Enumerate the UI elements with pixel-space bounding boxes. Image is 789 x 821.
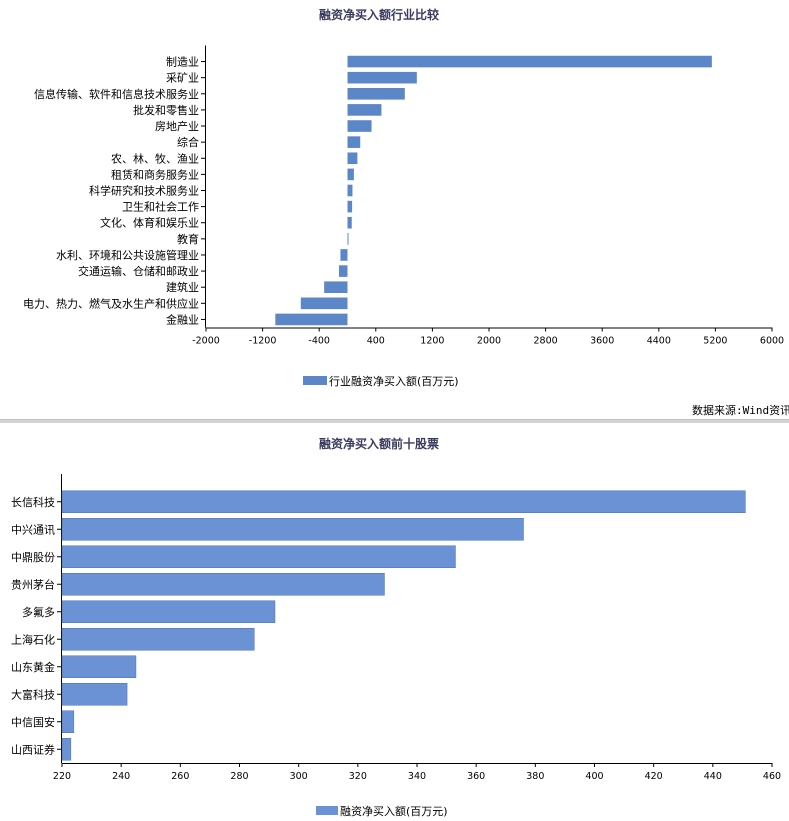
chart1-category-label: 综合 — [177, 135, 199, 149]
chart2-category-label: 大富科技 — [11, 687, 55, 701]
chart2-x-tick-label: 360 — [467, 771, 485, 782]
chart1-bar — [347, 120, 372, 132]
chart1-category-label: 教育 — [177, 232, 199, 246]
chart1-bar — [347, 200, 353, 213]
chart1-bar — [347, 168, 354, 181]
chart2-category-label: 山东黄金 — [11, 660, 55, 674]
chart2-bar — [61, 573, 385, 596]
chart1-x-tick-label: 2800 — [534, 336, 558, 347]
chart1-x-tick-label: 3600 — [590, 336, 614, 347]
chart2-category-label: 中鼎股份 — [11, 551, 55, 564]
chart1-category-label: 租赁和商务服务业 — [111, 167, 199, 181]
chart2-category-label: 贵州茅台 — [11, 577, 55, 591]
chart2-x-tick-label: 260 — [171, 771, 189, 782]
chart1-category-label: 信息传输、软件和信息技术服务业 — [34, 87, 199, 101]
chart1-category-label: 批发和零售业 — [133, 103, 199, 117]
chart1-bar — [340, 249, 348, 261]
chart1-title: 融资净买入额行业比较 — [319, 7, 439, 22]
chart-divider — [0, 419, 789, 423]
chart2-bar — [61, 490, 746, 513]
chart1-x-tick-label: -2000 — [192, 336, 220, 347]
chart2-bar — [61, 518, 524, 541]
chart1-category-label: 水利、环境和公共设施管理业 — [56, 248, 199, 262]
chart2-category-label: 中兴通讯 — [11, 523, 55, 536]
chart2-category-label: 中信国安 — [11, 715, 55, 729]
chart1-legend-label: 行业融资净买入额(百万元) — [329, 374, 459, 388]
chart2-bar — [61, 545, 456, 568]
chart2-bar — [61, 738, 72, 761]
chart1-x-tick-label: 5200 — [703, 336, 727, 347]
chart1-bar — [347, 87, 405, 100]
chart2-x-tick-label: 320 — [349, 771, 367, 782]
top-stocks-chart: 融资净买入额前十股票 220 240 260 280 300 320 340 360 380 40… — [11, 436, 781, 818]
chart2-legend: 融资净买入额(百万元) — [316, 804, 448, 818]
chart1-legend-swatch — [303, 376, 327, 385]
chart1-bar — [339, 265, 348, 277]
chart1-category-label: 农、林、牧、渔业 — [111, 151, 199, 165]
chart2-bar — [61, 600, 276, 623]
chart1-category-label: 科学研究和技术服务业 — [89, 184, 199, 198]
chart1-bar — [347, 71, 417, 84]
chart2-bar — [61, 655, 137, 678]
chart2-x-tick-label: 400 — [585, 771, 603, 782]
chart1-x-tick-label: 2000 — [477, 336, 501, 347]
chart1-category-label: 制造业 — [166, 55, 199, 69]
chart2-legend-label: 融资净买入额(百万元) — [340, 804, 448, 818]
chart1-x-tick-label: -400 — [308, 336, 330, 347]
chart1-bar — [275, 313, 348, 326]
chart1-x-tick-label: -1200 — [249, 336, 277, 347]
chart2-category-label: 山西证券 — [11, 742, 55, 756]
chart1-bar — [347, 136, 361, 148]
chart2-legend-swatch — [316, 806, 338, 815]
chart2-category-label: 长信科技 — [11, 495, 55, 509]
chart2-bar — [61, 710, 75, 733]
chart2-x-tick-label: 280 — [230, 771, 248, 782]
industry-chart: 融资净买入额行业比较 -2000 -1200 -400 400 1200 2000 2800… — [23, 7, 789, 417]
chart1-category-label: 采矿业 — [166, 72, 199, 85]
chart1-category-label: 卫生和社会工作 — [122, 200, 199, 214]
chart1-category-label: 文化、体育和娱乐业 — [100, 216, 199, 230]
chart1-legend: 行业融资净买入额(百万元) — [303, 374, 459, 388]
chart2-plot-area: 220 240 260 280 300 320 340 360 380 400 420 440 460 长… — [11, 474, 781, 782]
chart2-x-tick-label: 440 — [704, 771, 722, 782]
chart2-x-tick-label: 460 — [763, 771, 781, 782]
chart2-x-tick-label: 220 — [53, 771, 71, 782]
chart2-x-tick-label: 420 — [645, 771, 663, 782]
chart2-title: 融资净买入额前十股票 — [319, 436, 439, 451]
chart1-category-label: 房地产业 — [155, 119, 199, 133]
chart1-category-label: 交通运输、仓储和邮政业 — [78, 264, 199, 278]
chart2-x-tick-label: 300 — [290, 771, 308, 782]
chart1-category-label: 金融业 — [166, 312, 199, 326]
chart1-bar — [347, 216, 352, 229]
chart2-category-label: 多氟多 — [22, 605, 55, 619]
chart1-category-label: 电力、热力、燃气及水生产和供应业 — [23, 296, 199, 310]
chart1-x-tick-label: 400 — [367, 336, 385, 347]
chart1-bar — [347, 152, 358, 165]
chart1-plot-area: -2000 -1200 -400 400 1200 2000 2800 3600 4400 520… — [23, 45, 784, 347]
chart1-bar — [347, 233, 349, 245]
chart1-x-tick-label: 6000 — [760, 336, 784, 347]
chart1-bar — [300, 297, 348, 310]
chart1-bar — [347, 55, 712, 68]
chart1-bar — [347, 184, 353, 197]
chart1-x-tick-label: 1200 — [420, 336, 444, 347]
chart2-bar — [61, 628, 255, 651]
chart1-category-label: 建筑业 — [166, 280, 199, 294]
chart1-bar — [347, 104, 382, 116]
chart1-bar — [324, 281, 348, 294]
data-source-note: 数据来源:Wind资讯 — [692, 403, 789, 417]
chart2-x-tick-label: 380 — [526, 771, 544, 782]
chart2-x-tick-label: 240 — [112, 771, 130, 782]
chart2-category-label: 上海石化 — [11, 632, 55, 646]
chart2-bar — [61, 683, 128, 706]
chart1-x-tick-label: 4400 — [647, 336, 671, 347]
chart2-x-tick-label: 340 — [408, 771, 426, 782]
